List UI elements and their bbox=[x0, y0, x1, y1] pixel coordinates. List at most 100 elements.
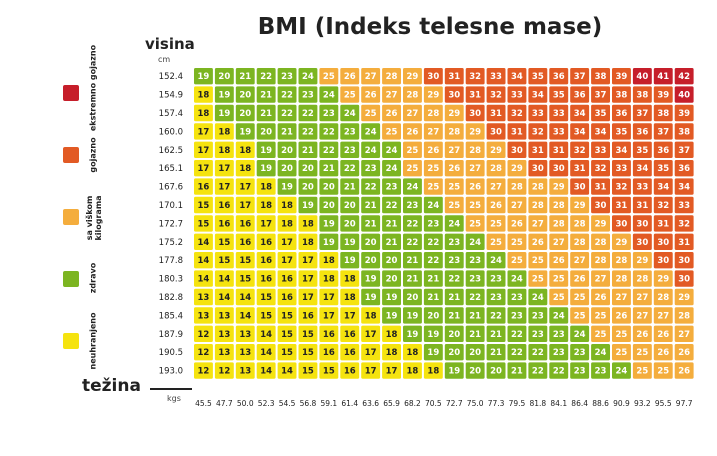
bmi-value: 19 bbox=[260, 146, 272, 156]
bmi-cell bbox=[486, 270, 506, 287]
bmi-cell bbox=[507, 160, 527, 177]
bmi-value: 38 bbox=[678, 127, 690, 137]
weight-label: 81.8 bbox=[529, 399, 546, 408]
bmi-value: 24 bbox=[448, 219, 460, 229]
bmi-value: 23 bbox=[511, 293, 523, 303]
bmi-cell bbox=[444, 178, 464, 195]
bmi-cell bbox=[570, 307, 590, 324]
bmi-value: 25 bbox=[532, 256, 544, 266]
bmi-value: 23 bbox=[323, 109, 335, 119]
weight-label: 84.1 bbox=[550, 399, 567, 408]
bmi-cell bbox=[277, 123, 297, 140]
bmi-cell bbox=[465, 68, 485, 85]
bmi-cell bbox=[382, 325, 401, 342]
bmi-cell bbox=[612, 104, 631, 122]
bmi-value: 27 bbox=[365, 72, 377, 82]
bmi-cell bbox=[423, 288, 443, 306]
bmi-cell bbox=[653, 233, 673, 250]
bmi-cell bbox=[382, 160, 401, 177]
bmi-cell bbox=[235, 270, 255, 287]
bmi-value: 33 bbox=[532, 109, 544, 119]
bmi-value: 33 bbox=[553, 109, 565, 119]
bmi-cell bbox=[591, 362, 610, 379]
bmi-cell bbox=[403, 86, 422, 103]
bmi-value: 29 bbox=[657, 275, 669, 285]
bmi-value: 29 bbox=[448, 109, 460, 119]
bmi-cell bbox=[591, 178, 610, 195]
bmi-cell bbox=[549, 86, 569, 103]
bmi-cell bbox=[549, 270, 569, 287]
height-label: 172.7 bbox=[159, 219, 183, 229]
weight-label: 75.0 bbox=[467, 399, 484, 408]
bmi-cell bbox=[444, 252, 464, 269]
bmi-value: 24 bbox=[386, 146, 398, 156]
legend-swatch-gojazno bbox=[63, 147, 79, 163]
bmi-cell bbox=[612, 178, 631, 195]
weight-label: 47.7 bbox=[216, 399, 233, 408]
bmi-cell bbox=[423, 160, 443, 177]
bmi-cell bbox=[298, 325, 318, 342]
bmi-cell bbox=[256, 86, 276, 103]
bmi-cell bbox=[214, 68, 234, 85]
bmi-cell bbox=[465, 215, 485, 232]
bmi-cell bbox=[465, 141, 485, 158]
bmi-value: 13 bbox=[218, 330, 230, 340]
bmi-cell bbox=[507, 141, 527, 158]
bmi-cell bbox=[591, 325, 610, 342]
bmi-cell bbox=[361, 160, 381, 177]
bmi-value: 26 bbox=[553, 256, 565, 266]
bmi-cell bbox=[570, 68, 590, 85]
bmi-value: 34 bbox=[636, 164, 648, 174]
height-label: 175.2 bbox=[159, 238, 183, 248]
bmi-cell bbox=[570, 344, 590, 361]
bmi-value: 37 bbox=[595, 91, 607, 101]
bmi-value: 25 bbox=[511, 256, 523, 266]
bmi-cell bbox=[361, 270, 381, 287]
bmi-value: 22 bbox=[490, 311, 502, 321]
bmi-cell bbox=[423, 270, 443, 287]
bmi-value: 22 bbox=[448, 275, 460, 285]
bmi-cell bbox=[528, 307, 548, 324]
bmi-value: 19 bbox=[344, 238, 356, 248]
bmi-value: 21 bbox=[469, 311, 481, 321]
bmi-cell bbox=[528, 362, 548, 379]
bmi-value: 25 bbox=[365, 109, 377, 119]
legend-swatch-sa-viskom bbox=[63, 209, 79, 225]
bmi-cell bbox=[235, 86, 255, 103]
bmi-cell bbox=[214, 178, 234, 195]
bmi-cell bbox=[423, 104, 443, 122]
chart-title: BMI (Indeks telesne mase) bbox=[257, 14, 603, 40]
bmi-value: 29 bbox=[553, 183, 565, 193]
bmi-cell bbox=[570, 233, 590, 250]
bmi-value: 13 bbox=[239, 348, 251, 358]
bmi-cell bbox=[277, 160, 297, 177]
weight-label: 65.9 bbox=[383, 399, 400, 408]
bmi-value: 23 bbox=[490, 293, 502, 303]
bmi-value: 23 bbox=[490, 275, 502, 285]
bmi-value: 34 bbox=[511, 72, 523, 82]
bmi-value: 18 bbox=[365, 311, 377, 321]
bmi-cell bbox=[465, 288, 485, 306]
bmi-cell bbox=[570, 215, 590, 232]
bmi-cell bbox=[340, 86, 360, 103]
bmi-cell bbox=[277, 307, 297, 324]
bmi-cell bbox=[486, 233, 506, 250]
bmi-value: 16 bbox=[344, 348, 356, 358]
bmi-cell bbox=[340, 362, 360, 379]
bmi-cell bbox=[319, 288, 339, 306]
bmi-cell bbox=[340, 123, 360, 140]
bmi-cell bbox=[361, 196, 381, 214]
bmi-value: 30 bbox=[448, 91, 460, 101]
bmi-cell bbox=[632, 104, 652, 122]
bmi-cell bbox=[361, 178, 381, 195]
bmi-cell bbox=[194, 68, 213, 85]
bmi-cell bbox=[570, 362, 590, 379]
bmi-value: 27 bbox=[469, 164, 481, 174]
bmi-value: 20 bbox=[323, 201, 335, 211]
bmi-value: 18 bbox=[344, 275, 356, 285]
bmi-cell bbox=[277, 68, 297, 85]
bmi-cell bbox=[528, 160, 548, 177]
bmi-cell bbox=[256, 68, 276, 85]
bmi-value: 28 bbox=[427, 109, 439, 119]
bmi-cell bbox=[632, 362, 652, 379]
